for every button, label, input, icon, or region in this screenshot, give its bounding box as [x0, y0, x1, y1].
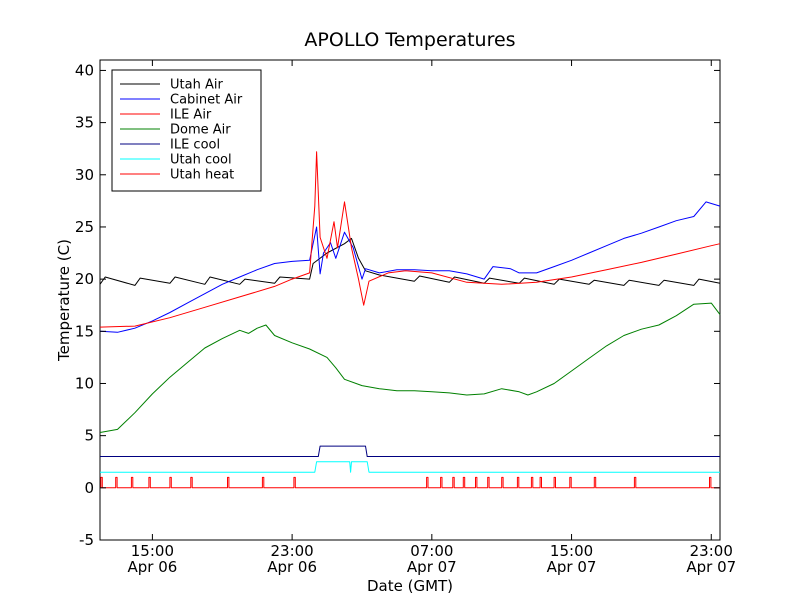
x-tick-label-date: Apr 06: [127, 558, 177, 576]
series-line-dome-air: [99, 302, 721, 433]
y-tick-label: 15: [75, 322, 94, 340]
legend-label: Utah heat: [170, 168, 234, 183]
legend-box: [111, 69, 262, 192]
y-axis-label: Temperature (C): [55, 239, 73, 362]
y-tick-label: 0: [84, 479, 94, 497]
y-tick-label: 35: [75, 114, 94, 132]
legend-label: Cabinet Air: [170, 93, 243, 108]
legend-label: Utah Air: [170, 78, 223, 93]
legend-label: ILE cool: [170, 138, 220, 153]
chart-title: APOLLO Temperatures: [304, 29, 515, 51]
y-tick-label: 40: [75, 61, 94, 79]
series-line-utah-cool: [100, 461, 720, 473]
y-tick-label: 25: [75, 218, 94, 236]
x-tick-label-time: 07:00: [410, 542, 453, 560]
y-tick-label: 30: [75, 166, 94, 184]
series-line-ile-air: [99, 151, 721, 328]
series-line-ile-cool: [100, 445, 720, 457]
x-tick-label-time: 23:00: [690, 542, 733, 560]
x-tick-label-date: Apr 07: [686, 558, 736, 576]
y-tick-label: 5: [84, 427, 94, 445]
x-tick-label-date: Apr 06: [267, 558, 317, 576]
y-tick-label: -5: [79, 531, 94, 549]
series-layer: [99, 151, 721, 489]
y-tick-label: 20: [75, 270, 94, 288]
x-tick-label-time: 15:00: [131, 542, 174, 560]
series-line-utah-heat: [100, 476, 720, 489]
legend-label: Dome Air: [170, 123, 231, 138]
x-tick-label-time: 23:00: [270, 542, 313, 560]
series-line-utah-air: [99, 237, 721, 286]
legend-label: ILE Air: [170, 108, 212, 123]
x-tick-label-date: Apr 07: [547, 558, 597, 576]
y-tick-label: 10: [75, 374, 94, 392]
x-tick-label-date: Apr 07: [407, 558, 457, 576]
legend-label: Utah cool: [170, 153, 232, 168]
series-line-cabinet-air: [99, 201, 721, 333]
x-tick-label-time: 15:00: [550, 542, 593, 560]
x-axis-label: Date (GMT): [367, 577, 453, 595]
